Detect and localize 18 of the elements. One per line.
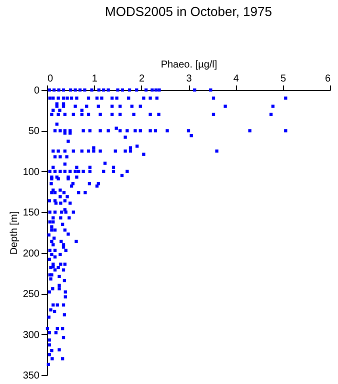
y-tick-label: 50 (28, 126, 40, 138)
x-tick-label: 6 (324, 74, 331, 84)
y-tick-label: 200 (22, 248, 40, 260)
y-tick-label: 300 (22, 330, 40, 341)
y-tick-label: 150 (22, 208, 40, 219)
y-axis-title: Depth [m] (8, 211, 20, 255)
y-tick-label: 0 (34, 86, 40, 96)
chart-title: MODS2005 in October, 1975 (105, 4, 272, 19)
x-tick-label: 5 (280, 74, 287, 84)
x-tick-label: 0 (48, 74, 54, 84)
x-tick-label: 1 (92, 74, 98, 84)
x-tick-label: 4 (233, 74, 240, 84)
x-axis-title: Phaeo. [µg/l] (160, 60, 218, 70)
x-tick-label: 3 (186, 74, 192, 84)
y-tick-label: 100 (22, 166, 40, 178)
y-tick-label: 250 (22, 289, 40, 300)
x-tick-label: 2 (139, 74, 146, 84)
y-tick-label: 350 (22, 370, 40, 382)
